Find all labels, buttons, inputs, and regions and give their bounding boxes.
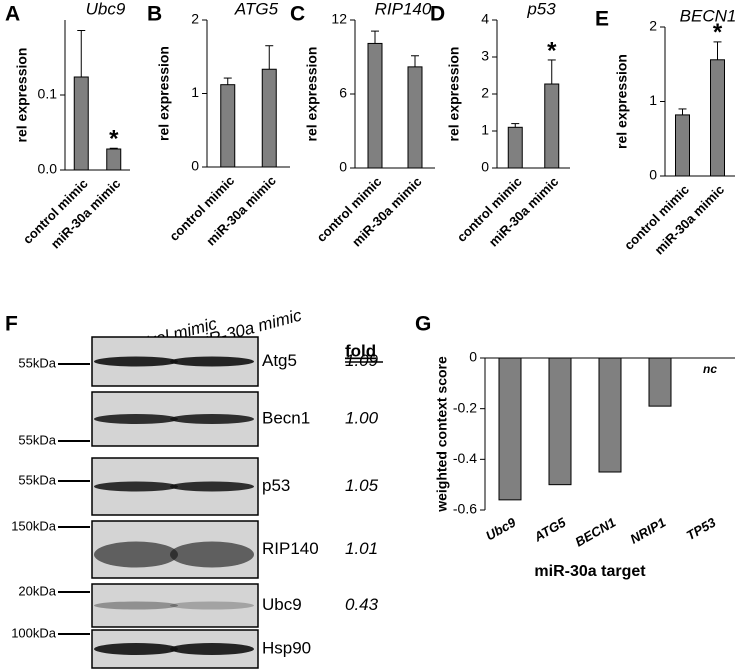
bar — [367, 42, 383, 169]
y-tick-label: 2 — [649, 18, 657, 34]
bar — [544, 83, 560, 169]
blot-band — [170, 541, 254, 568]
panel-label: B — [147, 3, 162, 26]
y-axis-label: rel expression — [446, 47, 462, 142]
y-tick-label: 0.1 — [38, 86, 58, 102]
chart-title: BECN1 — [680, 6, 737, 25]
bar — [548, 357, 572, 486]
marker-label: 55kDa — [18, 432, 56, 447]
blot-band — [170, 601, 254, 610]
y-axis-label: weighted context score — [434, 356, 450, 513]
x-tick-label: BECN1 — [573, 515, 619, 550]
marker-label: 100kDa — [11, 625, 57, 640]
panel-label: C — [290, 3, 305, 26]
blot-band — [94, 601, 178, 610]
marker-label: 150kDa — [11, 518, 57, 533]
protein-label: Hsp90 — [262, 638, 311, 657]
panel-label: A — [5, 3, 20, 26]
fold-value: 1.00 — [345, 408, 379, 427]
y-tick-label: 0 — [469, 349, 477, 365]
x-axis-label: miR-30a target — [534, 563, 646, 580]
panel-label: D — [430, 3, 445, 26]
y-tick-label: 1 — [191, 84, 199, 100]
blot-band — [170, 481, 254, 492]
bar — [675, 114, 690, 177]
chart-title: RIP140 — [375, 0, 432, 18]
blot-band — [94, 643, 178, 655]
protein-label: Becn1 — [262, 408, 310, 427]
chart-title: Ubc9 — [86, 0, 126, 18]
bar — [710, 59, 725, 177]
x-tick-label: miR-30a mimic — [349, 174, 424, 249]
x-tick-label: ATG5 — [531, 514, 569, 545]
chart-title: p53 — [526, 0, 556, 18]
blot-band — [94, 541, 178, 568]
fold-value: 0.43 — [345, 595, 379, 614]
marker-label: 55kDa — [18, 355, 56, 370]
protein-label: Ubc9 — [262, 595, 302, 614]
y-tick-label: 0 — [481, 159, 489, 175]
y-tick-label: 4 — [481, 11, 489, 27]
blot-band — [94, 414, 178, 424]
y-tick-label: 0 — [191, 158, 199, 174]
annotation: * — [109, 126, 119, 153]
panel-label: F — [5, 313, 18, 336]
blot-band — [94, 481, 178, 492]
blot-band — [170, 356, 254, 367]
panel-label: G — [415, 313, 431, 336]
y-tick-label: 1 — [649, 92, 657, 108]
annotation: * — [713, 19, 723, 46]
y-tick-label: 0 — [649, 167, 657, 183]
protein-label: p53 — [262, 476, 290, 495]
blot-box — [91, 583, 259, 628]
bar — [407, 66, 423, 169]
y-tick-label: 2 — [481, 85, 489, 101]
blot-band — [170, 643, 254, 655]
y-axis-label: rel expression — [14, 48, 30, 143]
protein-label: Atg5 — [262, 351, 297, 370]
marker-label: 20kDa — [18, 583, 56, 598]
y-tick-label: 0.0 — [38, 161, 58, 177]
bar — [73, 76, 89, 171]
marker-label: 55kDa — [18, 472, 56, 487]
bar — [498, 357, 522, 501]
y-tick-label: 6 — [339, 85, 347, 101]
y-tick-label: -0.2 — [453, 399, 477, 415]
y-tick-label: -0.6 — [453, 501, 477, 517]
fold-value: 1.09 — [345, 351, 379, 370]
bar — [598, 357, 622, 473]
annotation: nc — [703, 362, 717, 376]
bar — [220, 84, 236, 168]
fold-value: 1.05 — [345, 476, 379, 495]
y-tick-label: 1 — [481, 122, 489, 138]
bar — [507, 126, 523, 169]
x-tick-label: Ubc9 — [483, 514, 519, 543]
protein-label: RIP140 — [262, 539, 319, 558]
fold-value: 1.01 — [345, 539, 378, 558]
y-axis-label: rel expression — [304, 47, 320, 142]
y-tick-label: 3 — [481, 48, 489, 64]
bar — [261, 68, 277, 168]
bar — [648, 357, 672, 407]
annotation: * — [547, 37, 557, 64]
x-tick-label: TP53 — [684, 514, 719, 543]
blot-band — [170, 414, 254, 424]
y-tick-label: -0.4 — [453, 450, 477, 466]
blot-band — [94, 356, 178, 367]
y-tick-label: 0 — [339, 159, 347, 175]
y-tick-label: 12 — [331, 11, 347, 27]
y-tick-label: 2 — [191, 11, 199, 27]
x-tick-label: NRIP1 — [628, 515, 669, 547]
chart-title: ATG5 — [234, 0, 279, 18]
y-axis-label: rel expression — [614, 54, 630, 149]
panel-label: E — [595, 8, 609, 31]
y-axis-label: rel expression — [156, 46, 172, 141]
fold-header: fold — [345, 341, 376, 360]
